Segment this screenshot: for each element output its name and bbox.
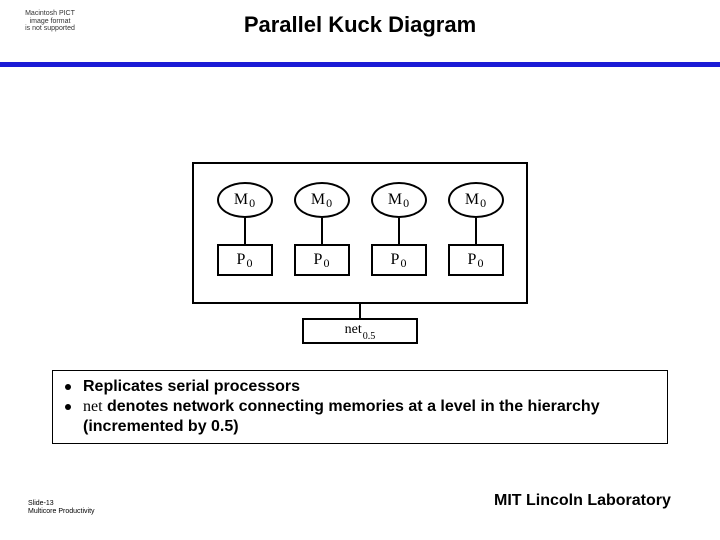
- bullet-item: Replicates serial processors: [61, 377, 659, 397]
- footer-slide-number: Slide-13: [28, 500, 95, 508]
- processor-rect: P0: [371, 244, 427, 276]
- bullet-text: net denotes network connecting memories …: [83, 398, 600, 435]
- mp-link: [321, 218, 323, 244]
- mp-link: [244, 218, 246, 244]
- footer-subtitle: Multicore Productivity: [28, 508, 95, 516]
- bullet-dot-icon: [65, 404, 71, 410]
- footer-right: MIT Lincoln Laboratory: [494, 492, 671, 510]
- unit: M0 P0: [371, 182, 427, 276]
- units-row: M0 P0 M0 P0 M0 P0 M0 P0: [194, 182, 526, 276]
- bullet-text: Replicates serial processors: [83, 378, 300, 395]
- unit: M0 P0: [448, 182, 504, 276]
- unit: M0 P0: [217, 182, 273, 276]
- processor-rect: P0: [294, 244, 350, 276]
- net-connector: [359, 304, 361, 318]
- net-label: net0.5: [345, 322, 376, 340]
- mp-link: [475, 218, 477, 244]
- memory-oval: M0: [217, 182, 273, 218]
- diagram-box: M0 P0 M0 P0 M0 P0 M0 P0: [192, 162, 528, 304]
- footer-left: Slide-13 Multicore Productivity: [28, 500, 95, 515]
- memory-oval: M0: [371, 182, 427, 218]
- title-rule: [0, 62, 720, 67]
- unit: M0 P0: [294, 182, 350, 276]
- bullets-list: Replicates serial processors net denotes …: [61, 377, 659, 437]
- slide-title: Parallel Kuck Diagram: [0, 12, 720, 38]
- slide: Macintosh PICT image format is not suppo…: [0, 0, 720, 540]
- processor-rect: P0: [217, 244, 273, 276]
- processor-rect: P0: [448, 244, 504, 276]
- memory-oval: M0: [294, 182, 350, 218]
- bullet-item: net denotes network connecting memories …: [61, 397, 659, 437]
- net-box: net0.5: [302, 318, 418, 344]
- bullets-box: Replicates serial processors net denotes …: [52, 370, 668, 444]
- bullet-dot-icon: [65, 384, 71, 390]
- memory-oval: M0: [448, 182, 504, 218]
- mp-link: [398, 218, 400, 244]
